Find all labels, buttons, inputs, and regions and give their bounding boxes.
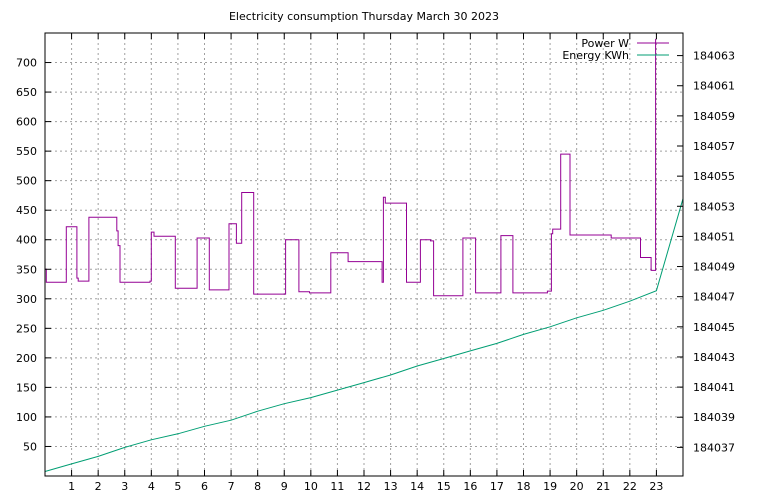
x-tick-label: 8 [254, 480, 261, 493]
x-tick-label: 10 [304, 480, 318, 493]
y2-tick-label: 184047 [693, 291, 735, 304]
y2-tick-label: 184043 [693, 351, 735, 364]
x-tick-label: 2 [95, 480, 102, 493]
x-tick-label: 11 [330, 480, 344, 493]
x-tick-label: 12 [357, 480, 371, 493]
x-tick-label: 16 [463, 480, 477, 493]
y-tick-label: 550 [16, 145, 37, 158]
x-tick-label: 23 [649, 480, 663, 493]
y2-tick-label: 184045 [693, 321, 735, 334]
y-tick-label: 100 [16, 411, 37, 424]
x-tick-label: 19 [543, 480, 557, 493]
y-tick-label: 250 [16, 322, 37, 335]
y-tick-label: 500 [16, 175, 37, 188]
x-tick-label: 14 [410, 480, 424, 493]
y2-tick-label: 184057 [693, 140, 735, 153]
chart-title: Electricity consumption Thursday March 3… [229, 10, 499, 23]
y2-tick-label: 184055 [693, 170, 735, 183]
x-tick-label: 1 [68, 480, 75, 493]
y2-tick-label: 184051 [693, 230, 735, 243]
x-tick-label: 6 [201, 480, 208, 493]
y-tick-label: 200 [16, 352, 37, 365]
x-tick-label: 20 [570, 480, 584, 493]
y2-tick-label: 184059 [693, 110, 735, 123]
y-tick-label: 350 [16, 263, 37, 276]
y2-tick-label: 184063 [693, 50, 735, 63]
y-tick-label: 650 [16, 86, 37, 99]
x-tick-label: 17 [490, 480, 504, 493]
y-tick-label: 150 [16, 381, 37, 394]
x-tick-label: 21 [596, 480, 610, 493]
x-tick-label: 18 [517, 480, 531, 493]
series-layer [44, 38, 684, 472]
y2-tick-label: 184049 [693, 261, 735, 274]
y-tick-label: 450 [16, 204, 37, 217]
x-tick-label: 9 [281, 480, 288, 493]
x-tick-label: 13 [384, 480, 398, 493]
y-tick-label: 50 [23, 440, 37, 453]
y2-tick-label: 184041 [693, 381, 735, 394]
x-tick-label: 15 [437, 480, 451, 493]
y2-tick-label: 184061 [693, 80, 735, 93]
series-line-power-w [45, 38, 657, 297]
y2-tick-label: 184039 [693, 411, 735, 424]
y-tick-label: 600 [16, 116, 37, 129]
y2-tick-label: 184037 [693, 441, 735, 454]
x-tick-label: 22 [623, 480, 637, 493]
x-tick-label: 3 [121, 480, 128, 493]
x-tick-label: 4 [148, 480, 155, 493]
legend-label: Power W [581, 37, 629, 50]
y2-tick-label: 184053 [693, 200, 735, 213]
legend-label: Energy KWh [562, 49, 629, 62]
series-line-energy-kwh [44, 198, 684, 472]
grid-lines [45, 33, 683, 476]
x-tick-label: 7 [228, 480, 235, 493]
y-tick-label: 300 [16, 293, 37, 306]
y-tick-label: 700 [16, 57, 37, 70]
y-tick-label: 400 [16, 234, 37, 247]
axis-ticks: 1 2 3 4 5 6 7 8 9 10 11 12 13 14 15 16 17 18 19 20 21 22 23501… [16, 33, 735, 493]
x-tick-label: 5 [174, 480, 181, 493]
